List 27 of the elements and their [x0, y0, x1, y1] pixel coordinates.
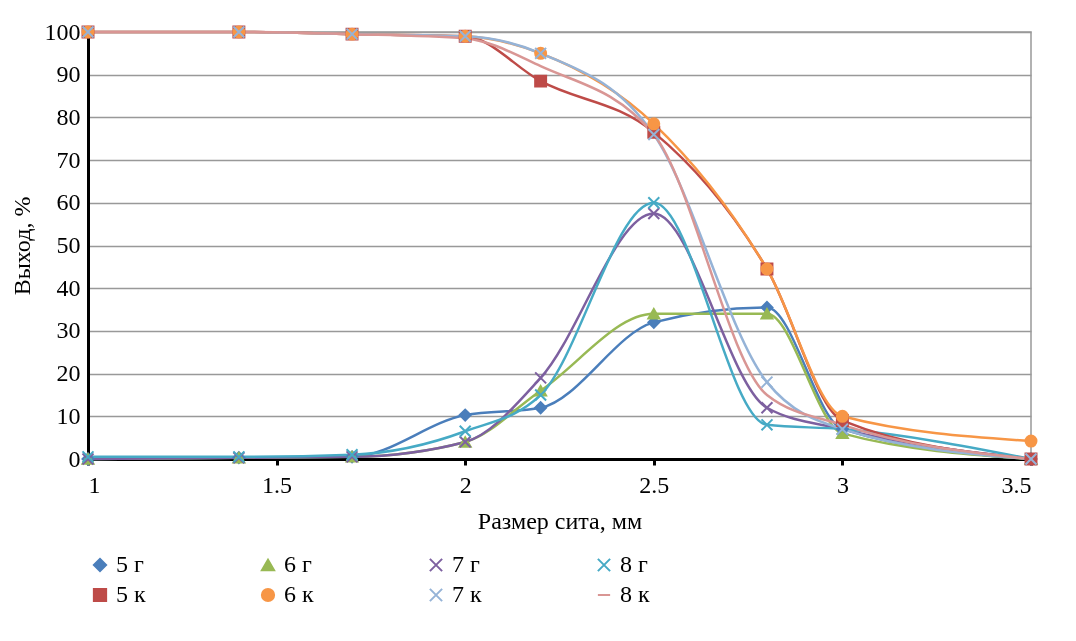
x-tick-label: 3: [836, 471, 849, 498]
legend-label: 5 г: [116, 551, 144, 577]
legend-label: 6 к: [284, 581, 314, 607]
x-tick-label: 1.5: [262, 471, 293, 498]
legend-label: 7 к: [452, 581, 482, 607]
y-tick-label: 70: [56, 146, 81, 173]
x-tick-label: 2: [459, 471, 472, 498]
y-tick-label: 0: [68, 445, 81, 472]
y-tick-label: 10: [56, 402, 81, 429]
y-tick-label: 20: [56, 360, 81, 387]
legend-label: 8 г: [620, 551, 648, 577]
x-tick-label: 2.5: [639, 471, 670, 498]
legend-label: 7 г: [452, 551, 480, 577]
y-tick-label: 90: [56, 61, 81, 88]
legend-label: 5 к: [116, 581, 146, 607]
y-tick-label: 80: [56, 103, 81, 130]
x-tick-label: 3.5: [1001, 471, 1032, 498]
y-axis-title: Выход, %: [8, 196, 35, 296]
x-tick-label: 1: [88, 471, 101, 498]
y-tick-label: 100: [44, 18, 81, 45]
y-tick-label: 30: [56, 317, 81, 344]
legend-label: 6 г: [284, 551, 312, 577]
y-tick-label: 50: [56, 232, 81, 258]
y-tick-label: 40: [56, 274, 81, 301]
x-axis-title: Размер сита, мм: [477, 507, 643, 534]
legend-label: 8 к: [620, 581, 650, 607]
y-tick-label: 60: [56, 189, 81, 216]
